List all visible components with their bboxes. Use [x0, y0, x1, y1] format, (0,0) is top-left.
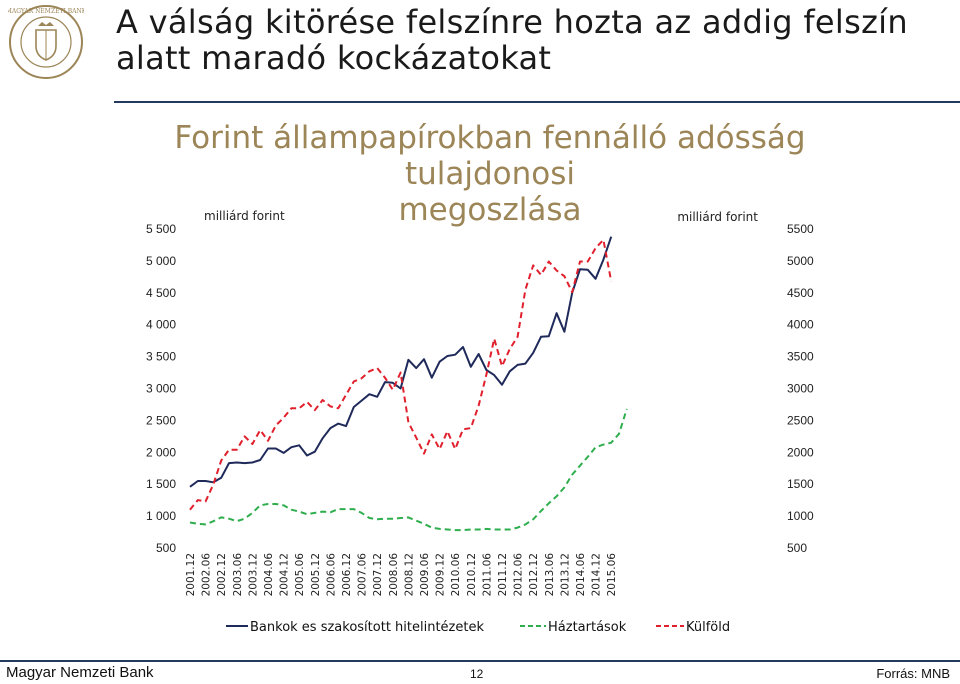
chart-title: Forint állampapírokban fennálló adósság …	[100, 120, 880, 228]
y-tick-left-label: 3 500	[146, 350, 176, 364]
x-tick-label: 2002.06	[201, 553, 213, 597]
y-axis-left-unit: milliárd forint	[204, 209, 285, 223]
x-tick-label: 2002.12	[216, 553, 228, 596]
y-tick-left-label: 1 500	[146, 477, 176, 491]
series-line-households	[189, 408, 628, 532]
page-number: 12	[470, 667, 484, 681]
x-tick-label: 2010.06	[450, 553, 462, 597]
chart-title-line-2: megoszlása	[398, 192, 582, 228]
title-divider	[114, 101, 960, 103]
y-tick-right-label: 2000	[787, 445, 814, 459]
chart-title-line-1: Forint állampapírokban fennálló adósság …	[174, 120, 806, 192]
y-tick-left-label: 5 500	[146, 222, 176, 236]
x-tick-label: 2004.06	[263, 553, 275, 597]
y-axis-right-unit: milliárd forint	[677, 210, 758, 224]
x-tick-label: 2001.12	[185, 553, 197, 596]
y-axis-right: 5500 5000 4500 4000 3500 3000 2500 2000 1500 1000…	[787, 222, 814, 555]
y-tick-right-label: 1500	[787, 477, 814, 491]
x-tick-label: 2011.12	[497, 553, 509, 596]
footer-source: Forrás: MNB	[876, 666, 950, 681]
y-axis-left: 5 500 5 000 4 500 4 000 3 500 3 000 2 500 2 000…	[146, 222, 176, 555]
footer-divider	[0, 660, 960, 662]
y-tick-left-label: 3 000	[146, 382, 176, 396]
y-tick-right-label: 5500	[787, 222, 814, 236]
legend: Bankok es szakosított hitelintézetek Házt…	[226, 620, 730, 635]
svg-text:MAGYAR NEMZETI BANK: MAGYAR NEMZETI BANK	[8, 8, 84, 15]
x-tick-label: 2006.06	[325, 553, 337, 597]
page-title: A válság kitörése felszínre hozta az add…	[116, 4, 916, 76]
x-tick-label: 2011.06	[481, 553, 493, 597]
series-line-foreign	[189, 238, 613, 511]
x-tick-label: 2009.06	[419, 553, 431, 597]
y-tick-left-label: 5 000	[146, 254, 176, 268]
x-tick-label: 2012.06	[513, 553, 525, 597]
page-title-line-2: alatt maradó kockázatokat	[116, 39, 552, 77]
x-tick-label: 2003.06	[232, 553, 244, 597]
y-tick-right-label: 3000	[787, 382, 814, 396]
y-tick-right-label: 1000	[787, 509, 814, 523]
y-tick-right-label: 2500	[787, 413, 814, 427]
x-tick-label: 2008.12	[403, 553, 415, 596]
x-tick-label: 2012.12	[528, 553, 540, 596]
legend-label-foreign: Külföld	[686, 620, 730, 635]
y-tick-left-label: 1 000	[146, 509, 176, 523]
y-tick-left-label: 2 500	[146, 413, 176, 427]
x-tick-label: 2014.06	[575, 553, 587, 597]
y-tick-right-label: 500	[787, 541, 807, 555]
x-tick-label: 2006.12	[341, 553, 353, 596]
ownership-line-chart: 5 500 5 000 4 500 4 000 3 500 3 000 2 500 2 000…	[146, 209, 814, 635]
x-tick-label: 2007.12	[372, 553, 384, 596]
y-tick-left-label: 4 000	[146, 318, 176, 332]
x-tick-label: 2004.12	[279, 553, 291, 596]
x-tick-label: 2013.12	[559, 553, 571, 596]
y-tick-right-label: 3500	[787, 350, 814, 364]
x-tick-label: 2005.12	[310, 553, 322, 596]
x-tick-label: 2007.06	[357, 553, 369, 597]
y-tick-right-label: 4500	[787, 286, 814, 300]
y-tick-left-label: 4 500	[146, 286, 176, 300]
series-lines	[189, 236, 628, 532]
x-tick-label: 2013.06	[544, 553, 556, 597]
mnb-seal-logo: MAGYAR NEMZETI BANK	[8, 5, 84, 79]
x-tick-label: 2014.12	[591, 553, 603, 596]
y-tick-right-label: 5000	[787, 254, 814, 268]
y-tick-right-label: 4000	[787, 318, 814, 332]
y-tick-left-label: 500	[156, 541, 176, 555]
x-tick-label: 2008.06	[388, 553, 400, 597]
series-line-banks	[189, 236, 613, 488]
x-tick-label: 2005.06	[294, 553, 306, 597]
footer-organization: Magyar Nemzeti Bank	[6, 664, 154, 681]
legend-label-banks: Bankok es szakosított hitelintézetek	[250, 620, 484, 635]
x-tick-label: 2009.12	[435, 553, 447, 596]
legend-label-households: Háztartások	[548, 620, 627, 635]
x-tick-label: 2003.12	[247, 553, 259, 596]
y-tick-left-label: 2 000	[146, 445, 176, 459]
x-tick-label: 2015.06	[606, 553, 618, 597]
x-tick-label: 2010.12	[466, 553, 478, 596]
x-axis: 2001.12 2002.06 2002.12 2003.06 2003.12 2004.…	[185, 553, 618, 597]
page-title-line-1: A válság kitörése felszínre hozta az add…	[116, 3, 908, 41]
